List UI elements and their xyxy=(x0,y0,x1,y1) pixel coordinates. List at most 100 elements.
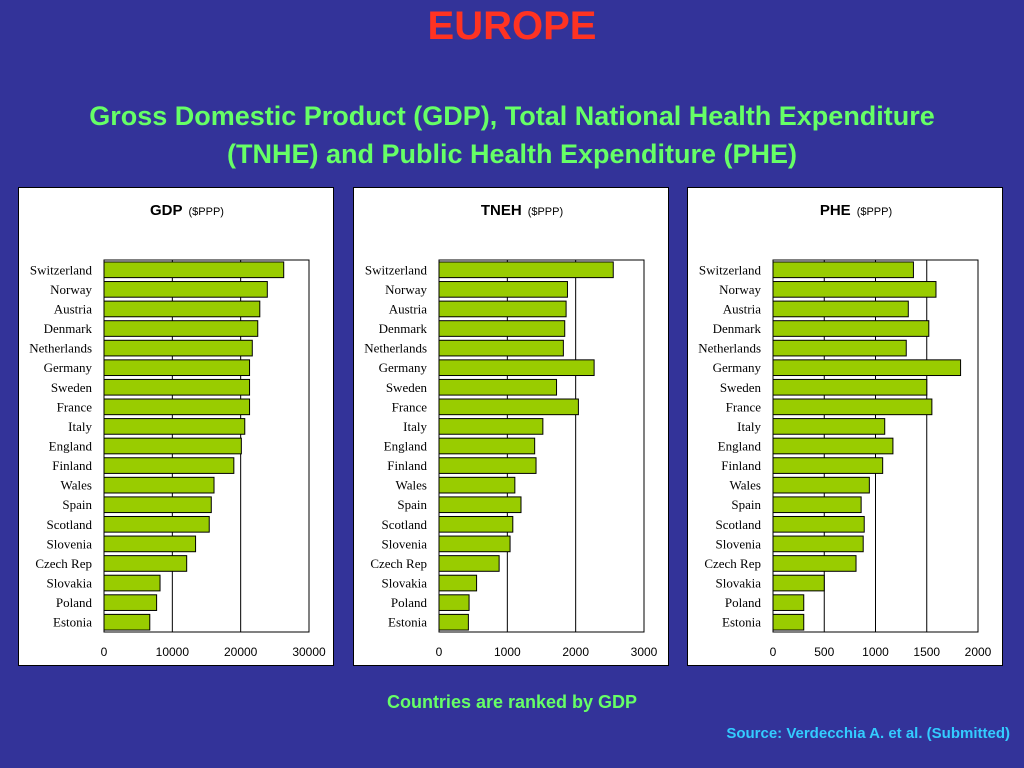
bar-italy xyxy=(103,418,246,435)
chart-title: TNEH ($PPP) xyxy=(481,202,563,219)
category-label: Slovenia xyxy=(47,536,93,551)
bar-czech-rep xyxy=(772,555,857,572)
bar-england xyxy=(772,437,894,455)
page-title: EUROPE xyxy=(427,4,597,48)
category-label: Slovenia xyxy=(716,536,762,551)
bar-finland xyxy=(438,457,537,474)
category-label: Estonia xyxy=(53,615,92,630)
category-label: Austria xyxy=(389,301,428,316)
bar-france xyxy=(438,398,579,416)
bar-denmark xyxy=(103,320,259,337)
gdp-chart: GDP ($PPP) Switzerland Norway Austria Denmark… xyxy=(29,202,326,659)
bar-italy xyxy=(772,418,886,435)
category-label: Switzerland xyxy=(365,262,428,277)
bar-netherlands xyxy=(438,339,564,357)
category-label: Spain xyxy=(62,497,92,512)
bar-estonia xyxy=(772,613,805,631)
category-label: Slovakia xyxy=(47,576,93,591)
bar-scotland xyxy=(772,515,865,533)
bar-netherlands xyxy=(103,339,253,357)
category-label: Netherlands xyxy=(29,341,92,356)
bar-austria xyxy=(438,300,567,318)
category-label: Switzerland xyxy=(30,262,93,277)
category-label: France xyxy=(726,399,762,414)
bar-england xyxy=(438,437,536,455)
bar-sweden xyxy=(438,378,558,396)
bar-france xyxy=(103,398,251,416)
x-tick-label: 10000 xyxy=(156,645,190,659)
category-label: Poland xyxy=(56,595,93,610)
category-label: Germany xyxy=(713,360,762,375)
category-label: England xyxy=(49,439,93,454)
category-label: England xyxy=(384,439,428,454)
chart-title: GDP ($PPP) xyxy=(150,202,224,219)
source-citation: Source: Verdecchia A. et al. (Submitted) xyxy=(726,725,1010,742)
bar-slovakia xyxy=(772,574,825,592)
category-label: Wales xyxy=(61,478,92,493)
category-label: Finland xyxy=(52,458,92,473)
category-label: Germany xyxy=(379,360,428,375)
bar-scotland xyxy=(438,515,514,533)
bar-poland xyxy=(103,594,158,611)
bar-slovenia xyxy=(772,535,864,553)
bar-poland xyxy=(438,594,470,611)
x-tick-label: 3000 xyxy=(631,645,658,659)
ranking-note: Countries are ranked by GDP xyxy=(386,692,638,712)
bar-wales xyxy=(438,476,516,494)
bar-france xyxy=(772,398,933,416)
bar-england xyxy=(103,437,242,455)
category-label: Finland xyxy=(721,458,761,473)
category-label: France xyxy=(57,399,93,414)
category-label: Scotland xyxy=(382,517,428,532)
bar-switzerland xyxy=(438,261,614,279)
bar-norway xyxy=(772,281,937,298)
bar-slovakia xyxy=(438,574,478,592)
category-label: Czech Rep xyxy=(704,556,761,571)
category-label: Poland xyxy=(725,595,762,610)
category-label: France xyxy=(392,399,428,414)
bar-estonia xyxy=(438,613,469,631)
category-label: Denmark xyxy=(44,321,93,336)
bar-slovenia xyxy=(103,535,197,553)
category-label: Slovakia xyxy=(716,576,762,591)
x-tick-label: 500 xyxy=(814,645,834,659)
category-label: Wales xyxy=(396,478,427,493)
bar-denmark xyxy=(438,320,566,337)
x-tick-label: 0 xyxy=(770,645,777,659)
category-label: Scotland xyxy=(47,517,93,532)
subtitle-line-2: (TNHE) and Public Health Expenditure (PH… xyxy=(226,139,798,169)
category-label: England xyxy=(718,439,762,454)
x-tick-label: 30000 xyxy=(292,645,326,659)
category-label: Austria xyxy=(723,301,762,316)
category-label: Slovakia xyxy=(382,576,428,591)
tnhe-chart: TNEH ($PPP) Switzerland Norway Austria Denmar… xyxy=(364,202,658,659)
bar-finland xyxy=(103,457,235,474)
category-label: Estonia xyxy=(722,615,761,630)
category-label: Austria xyxy=(54,301,93,316)
bar-spain xyxy=(438,496,522,514)
category-label: Sweden xyxy=(51,380,93,395)
bar-estonia xyxy=(103,613,151,631)
category-label: Netherlands xyxy=(698,341,761,356)
chart-title: PHE ($PPP) xyxy=(820,202,892,219)
category-label: Czech Rep xyxy=(370,556,427,571)
bar-denmark xyxy=(772,320,930,337)
gdp-chart-panel: GDP ($PPP) Switzerland Norway Austria Denmark… xyxy=(18,187,334,666)
category-label: Czech Rep xyxy=(35,556,92,571)
bar-switzerland xyxy=(772,261,914,279)
bar-finland xyxy=(772,457,884,474)
bar-czech-rep xyxy=(103,555,188,572)
category-label: Netherlands xyxy=(364,341,427,356)
bar-spain xyxy=(103,496,212,514)
category-label: Spain xyxy=(397,497,427,512)
bar-norway xyxy=(438,281,568,298)
bar-sweden xyxy=(103,378,251,396)
bar-italy xyxy=(438,418,544,435)
phe-chart: PHE ($PPP) Switzerland Norway Austria Denmark… xyxy=(698,202,991,659)
bar-wales xyxy=(772,476,870,494)
category-label: Norway xyxy=(50,282,92,297)
category-label: Sweden xyxy=(720,380,762,395)
bar-wales xyxy=(103,476,215,494)
category-label: Denmark xyxy=(379,321,428,336)
category-label: Italy xyxy=(68,419,92,434)
